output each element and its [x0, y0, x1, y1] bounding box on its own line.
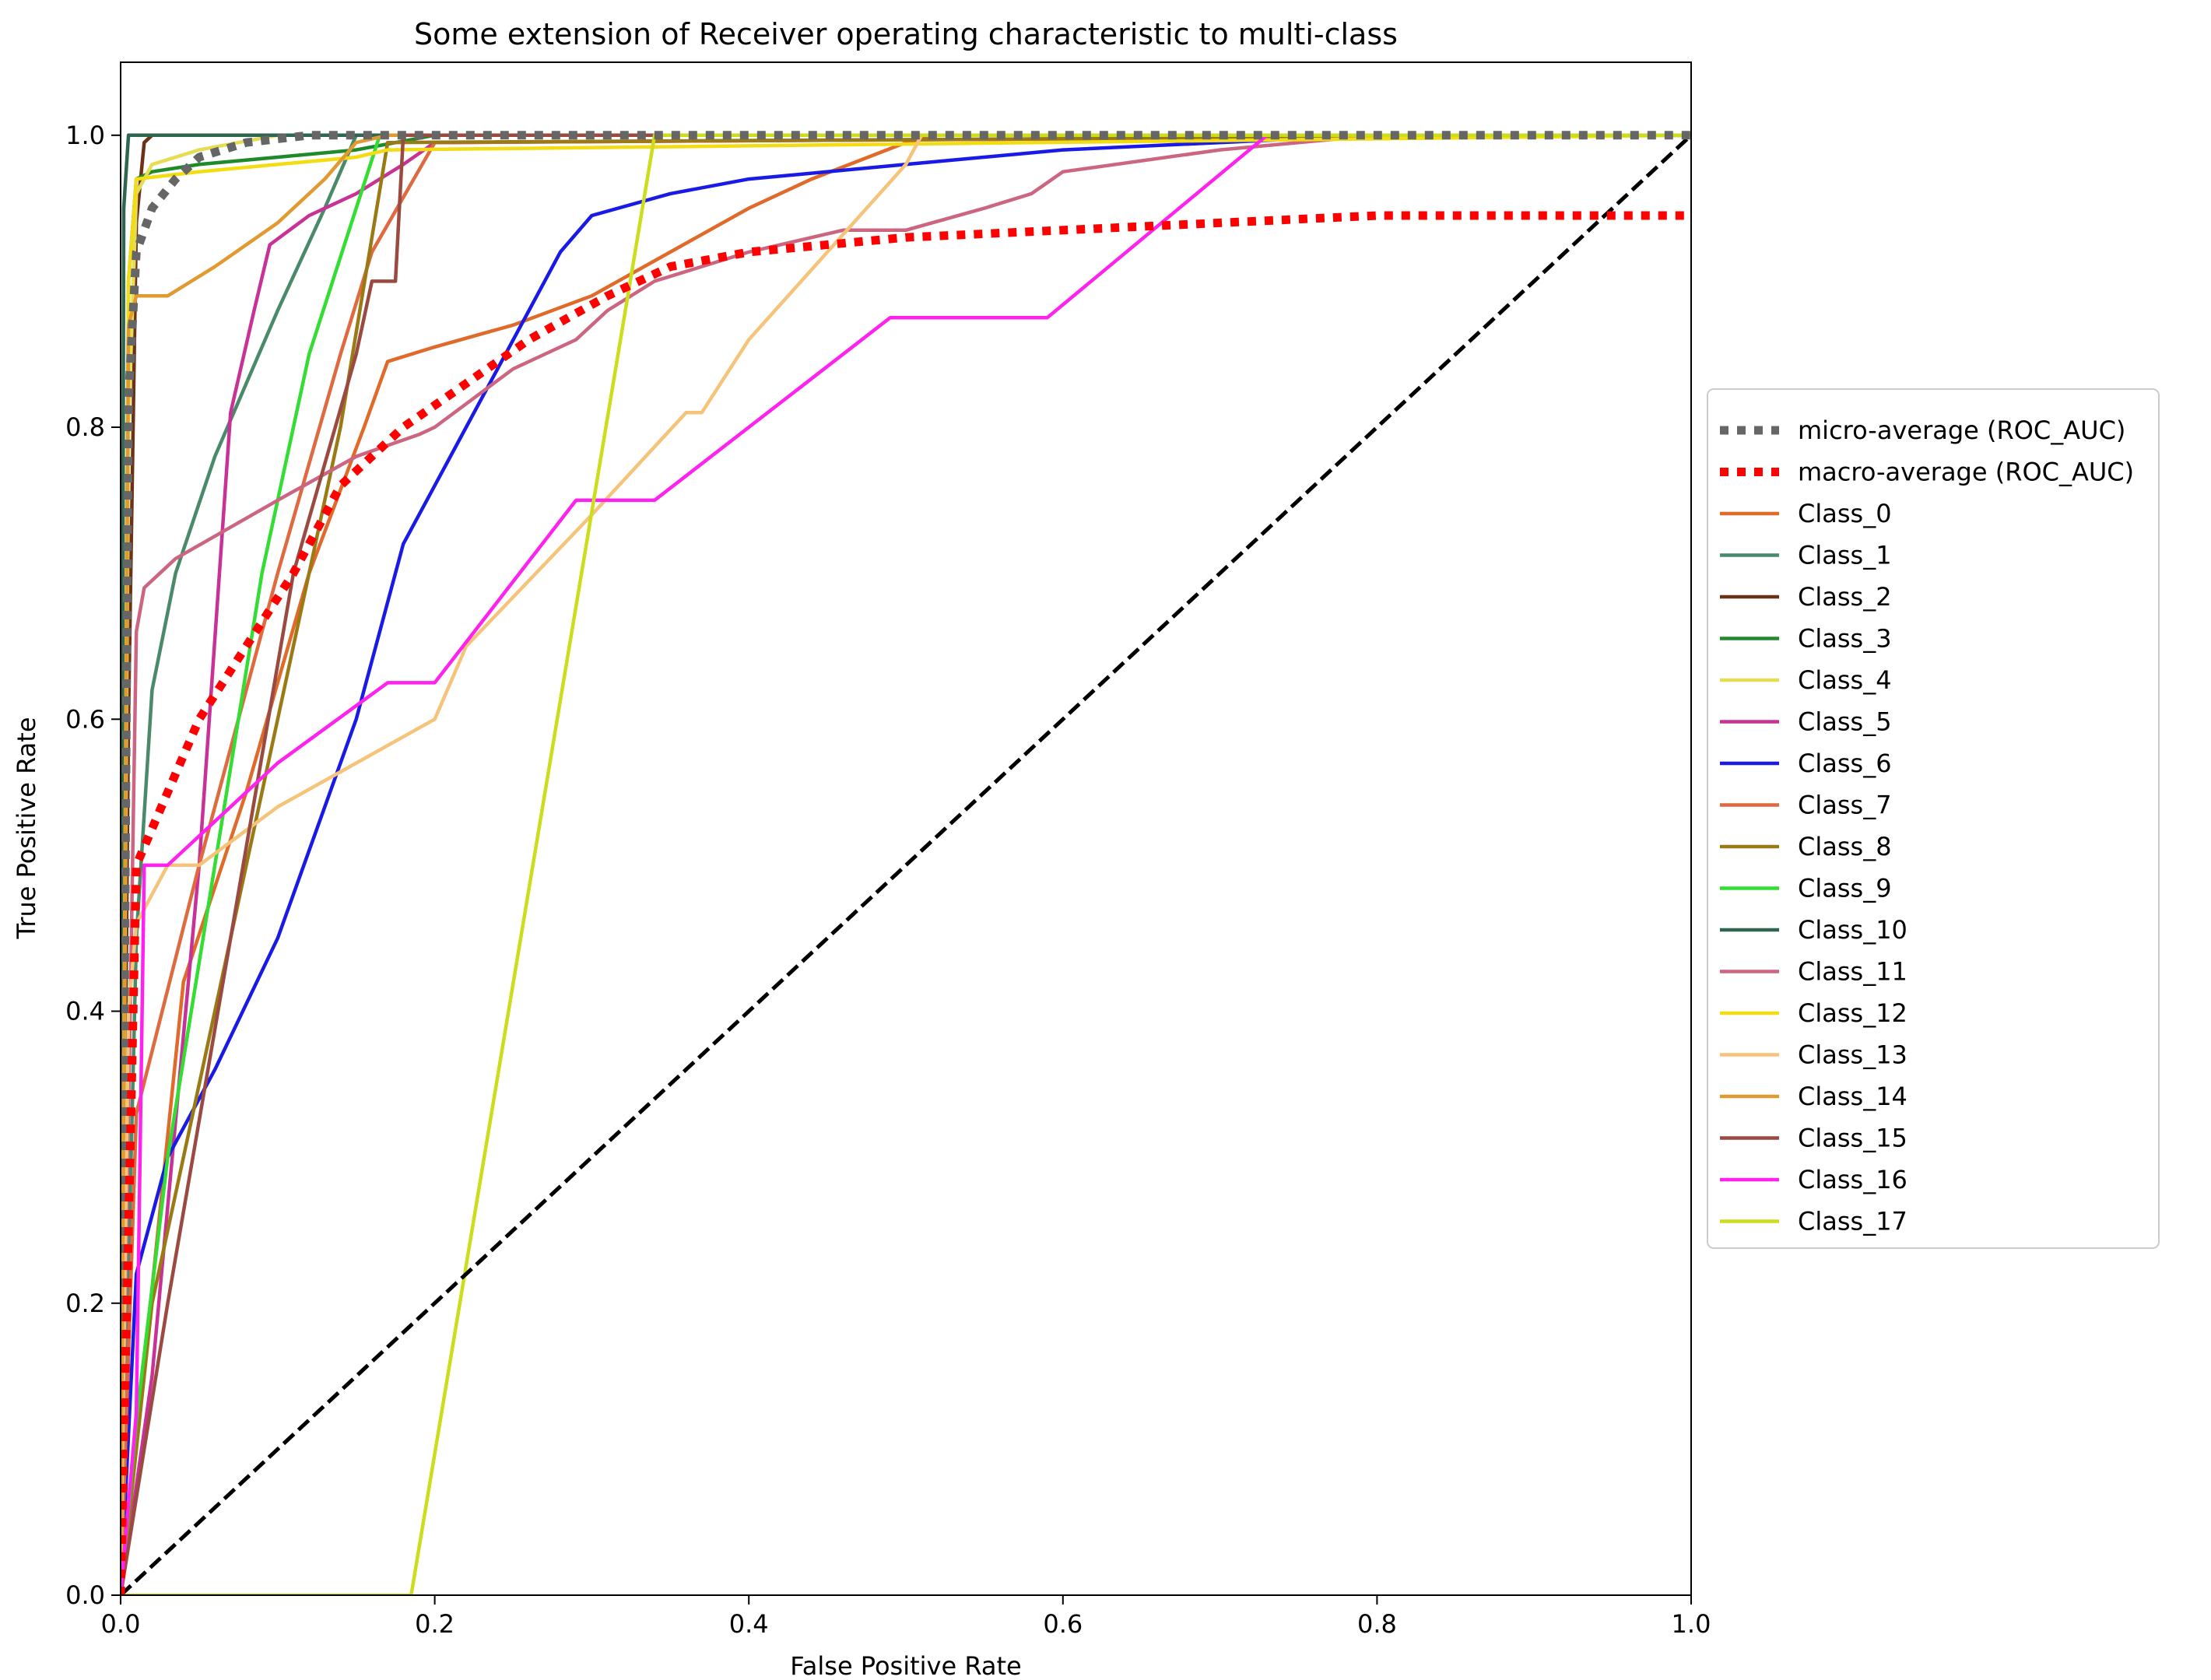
series-line-class-11	[121, 133, 1691, 1595]
legend-label: Class_10	[1798, 915, 1907, 945]
legend-label: Class_7	[1798, 791, 1892, 820]
legend-box	[1707, 388, 2160, 1249]
legend-label: Class_3	[1798, 624, 1892, 654]
series-line-class-7	[121, 133, 1691, 1595]
legend-label: Class_14	[1798, 1082, 1907, 1111]
legend-label: Class_5	[1798, 707, 1892, 737]
plot-frame	[120, 61, 1692, 1596]
series-line-class-13	[121, 133, 1691, 1595]
x-axis: 0.0 0.2 0.4 0.6 0.8 1.0	[101, 1595, 1711, 1639]
series-line-class-6	[121, 133, 1691, 1595]
series-line-class-15	[121, 133, 1691, 1595]
legend-label: Class_11	[1798, 957, 1907, 987]
legend-label: Class_15	[1798, 1124, 1907, 1153]
chart-title: Some extension of Receiver operating cha…	[414, 17, 1398, 51]
legend: micro-average (ROC_AUC) macro-average (RO…	[1707, 388, 2160, 1249]
chance-diagonal-line	[121, 133, 1691, 1595]
legend-label: Class_9	[1798, 874, 1892, 903]
x-tick-label: 0.4	[729, 1609, 769, 1639]
legend-label: Class_6	[1798, 749, 1892, 778]
y-axis-label: True Positive Rate	[12, 717, 41, 939]
y-axis: 0.0 0.2 0.4 0.6 0.8 1.0	[65, 121, 121, 1610]
legend-label: Class_0	[1798, 499, 1892, 528]
series-line-class-12	[121, 133, 1691, 1595]
x-axis-label: False Positive Rate	[790, 1651, 1021, 1680]
y-tick-label: 0.4	[65, 997, 105, 1026]
x-tick-label: 0.0	[101, 1609, 141, 1639]
legend-label: Class_16	[1798, 1165, 1907, 1194]
y-tick-label: 0.8	[65, 412, 105, 442]
legend-label: Class_4	[1798, 665, 1892, 695]
y-tick-label: 0.6	[65, 704, 105, 734]
series-line-class-16	[121, 133, 1691, 1595]
series-line-micro-average-roc-auc	[121, 131, 1691, 1595]
x-tick-label: 0.2	[415, 1609, 454, 1639]
legend-label: Class_8	[1798, 832, 1892, 861]
series-line-class-5	[121, 133, 1691, 1595]
y-tick-label: 1.0	[65, 121, 105, 150]
legend-label: Class_17	[1798, 1207, 1907, 1236]
legend-label: Class_1	[1798, 541, 1892, 570]
x-tick-label: 1.0	[1672, 1609, 1711, 1639]
series-layer	[121, 131, 1691, 1595]
y-tick-label: 0.0	[65, 1580, 105, 1610]
x-tick-label: 0.6	[1043, 1609, 1083, 1639]
legend-label: macro-average (ROC_AUC)	[1798, 458, 2134, 487]
series-line-class-9	[121, 133, 1691, 1595]
legend-label: micro-average (ROC_AUC)	[1798, 416, 2125, 445]
y-tick-label: 0.2	[65, 1289, 105, 1318]
series-line-macro-average-roc-auc	[121, 211, 1691, 1595]
x-tick-label: 0.8	[1357, 1609, 1397, 1639]
legend-label: Class_13	[1798, 1040, 1907, 1070]
series-line-class-8	[121, 133, 1691, 1595]
legend-label: Class_2	[1798, 582, 1892, 612]
legend-items: micro-average (ROC_AUC) macro-average (RO…	[1720, 416, 2134, 1236]
legend-label: Class_12	[1798, 998, 1907, 1028]
